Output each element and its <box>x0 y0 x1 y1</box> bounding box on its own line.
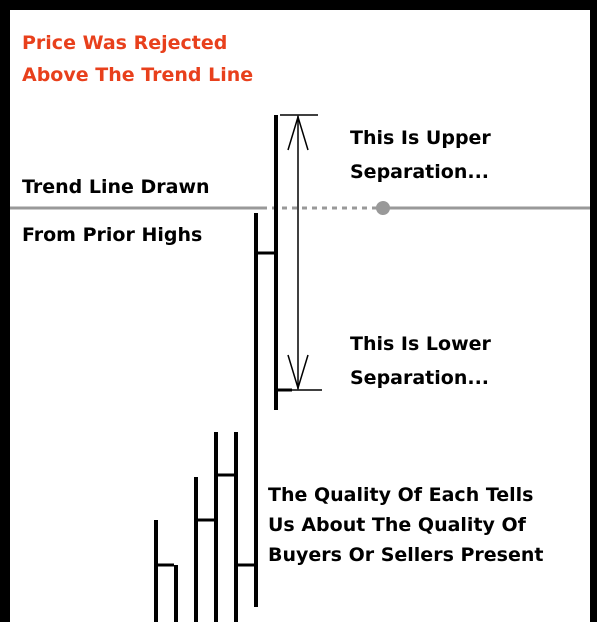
title-line: Price Was Rejected <box>22 32 227 54</box>
lower-label: This Is Lower <box>350 333 492 355</box>
trend-label: Trend Line Drawn <box>22 176 210 198</box>
quality-label: The Quality Of Each Tells <box>268 484 534 506</box>
upper-label: This Is Upper <box>350 127 491 149</box>
quality-label: Us About The Quality Of <box>268 514 527 536</box>
title-line: Above The Trend Line <box>22 64 253 86</box>
lower-label: Separation... <box>350 367 489 389</box>
quality-label: Buyers Or Sellers Present <box>268 544 543 566</box>
trend-label: From Prior Highs <box>22 224 202 246</box>
price-bars <box>154 115 292 622</box>
upper-label: Separation... <box>350 161 489 183</box>
canvas <box>10 10 590 622</box>
